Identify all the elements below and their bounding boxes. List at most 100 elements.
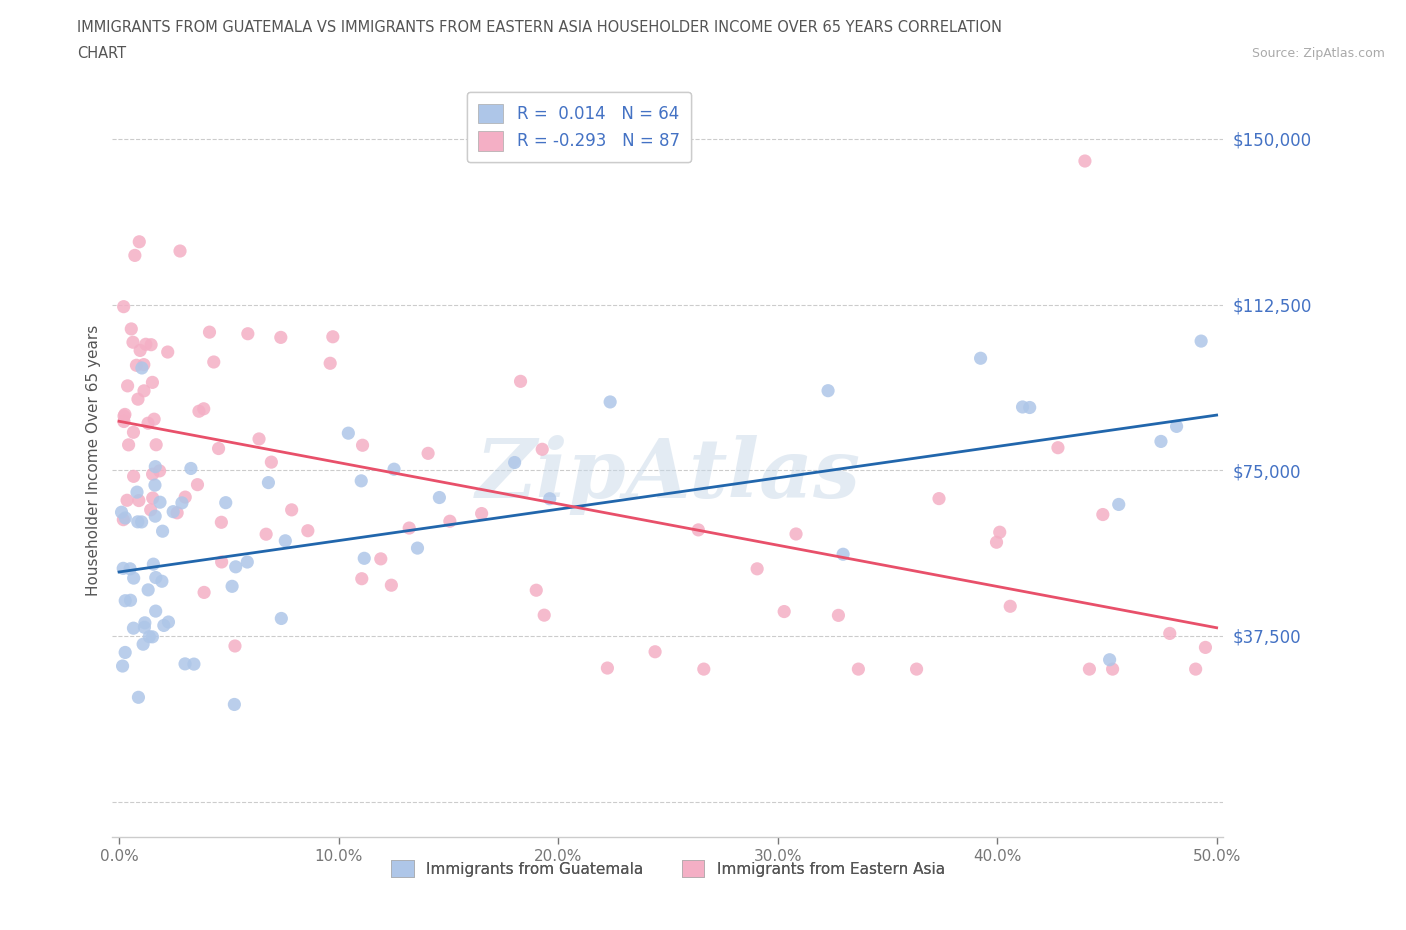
Point bbox=[139, 502, 162, 517]
Point bbox=[236, 326, 259, 341]
Point bbox=[1108, 497, 1130, 512]
Point bbox=[132, 637, 155, 652]
Point bbox=[350, 473, 373, 488]
Point bbox=[270, 611, 292, 626]
Point bbox=[139, 338, 162, 352]
Point bbox=[122, 469, 145, 484]
Point bbox=[224, 697, 246, 711]
Point bbox=[350, 571, 373, 586]
Point bbox=[122, 571, 145, 586]
Point bbox=[152, 524, 174, 538]
Point bbox=[1098, 652, 1121, 667]
Point bbox=[1194, 640, 1216, 655]
Point bbox=[112, 512, 135, 527]
Point bbox=[136, 416, 159, 431]
Point bbox=[132, 357, 155, 372]
Point bbox=[110, 505, 132, 520]
Point bbox=[202, 354, 225, 369]
Point bbox=[905, 661, 928, 676]
Text: CHART: CHART bbox=[77, 46, 127, 61]
Point bbox=[132, 383, 155, 398]
Point bbox=[112, 299, 135, 314]
Point bbox=[183, 657, 205, 671]
Point bbox=[471, 506, 494, 521]
Point bbox=[224, 639, 246, 654]
Point bbox=[117, 437, 139, 452]
Point bbox=[145, 604, 167, 618]
Point bbox=[143, 412, 166, 427]
Point bbox=[169, 244, 191, 259]
Text: IMMIGRANTS FROM GUATEMALA VS IMMIGRANTS FROM EASTERN ASIA HOUSEHOLDER INCOME OVE: IMMIGRANTS FROM GUATEMALA VS IMMIGRANTS … bbox=[77, 20, 1002, 35]
Point bbox=[122, 620, 145, 635]
Point bbox=[129, 343, 152, 358]
Point bbox=[114, 511, 136, 525]
Text: ZipAtlas: ZipAtlas bbox=[475, 435, 860, 515]
Point bbox=[693, 661, 716, 676]
Point bbox=[596, 660, 619, 675]
Point bbox=[149, 463, 172, 478]
Point bbox=[832, 547, 855, 562]
Point bbox=[503, 455, 526, 470]
Point bbox=[120, 592, 142, 607]
Point bbox=[1091, 507, 1114, 522]
Point bbox=[1189, 334, 1212, 349]
Point bbox=[773, 604, 796, 619]
Point bbox=[135, 337, 157, 352]
Y-axis label: Householder Income Over 65 years: Householder Income Over 65 years bbox=[86, 325, 101, 596]
Point bbox=[138, 630, 160, 644]
Point bbox=[162, 504, 184, 519]
Point bbox=[142, 557, 165, 572]
Point bbox=[149, 495, 172, 510]
Point bbox=[128, 234, 150, 249]
Point bbox=[198, 325, 221, 339]
Point bbox=[141, 630, 163, 644]
Point bbox=[644, 644, 666, 659]
Point bbox=[988, 525, 1011, 539]
Point bbox=[111, 658, 134, 673]
Point bbox=[382, 462, 405, 477]
Point bbox=[120, 562, 142, 577]
Point bbox=[114, 407, 136, 422]
Point bbox=[117, 379, 139, 393]
Point bbox=[297, 524, 319, 538]
Point bbox=[337, 426, 360, 441]
Point bbox=[848, 661, 870, 676]
Point bbox=[122, 335, 145, 350]
Point bbox=[827, 608, 849, 623]
Point bbox=[131, 361, 153, 376]
Point bbox=[128, 493, 150, 508]
Point bbox=[1074, 153, 1097, 168]
Point bbox=[747, 562, 769, 577]
Point bbox=[134, 616, 156, 631]
Point bbox=[225, 559, 247, 574]
Point bbox=[986, 535, 1008, 550]
Point bbox=[398, 521, 420, 536]
Point bbox=[416, 445, 439, 460]
Point bbox=[114, 593, 136, 608]
Point bbox=[207, 441, 229, 456]
Point bbox=[188, 404, 211, 418]
Point bbox=[127, 392, 149, 406]
Point bbox=[352, 438, 374, 453]
Point bbox=[125, 358, 148, 373]
Point bbox=[143, 459, 166, 474]
Point bbox=[1018, 400, 1040, 415]
Point bbox=[174, 657, 197, 671]
Point bbox=[533, 607, 555, 622]
Point bbox=[136, 582, 159, 597]
Point bbox=[817, 383, 839, 398]
Point bbox=[112, 408, 135, 423]
Point bbox=[143, 509, 166, 524]
Point bbox=[127, 514, 149, 529]
Point bbox=[112, 414, 135, 429]
Point bbox=[193, 585, 215, 600]
Point bbox=[439, 513, 461, 528]
Point bbox=[274, 533, 297, 548]
Point bbox=[524, 583, 547, 598]
Point bbox=[209, 515, 232, 530]
Point bbox=[112, 561, 135, 576]
Point bbox=[260, 455, 283, 470]
Point bbox=[125, 485, 148, 499]
Point bbox=[156, 345, 179, 360]
Point bbox=[254, 526, 277, 541]
